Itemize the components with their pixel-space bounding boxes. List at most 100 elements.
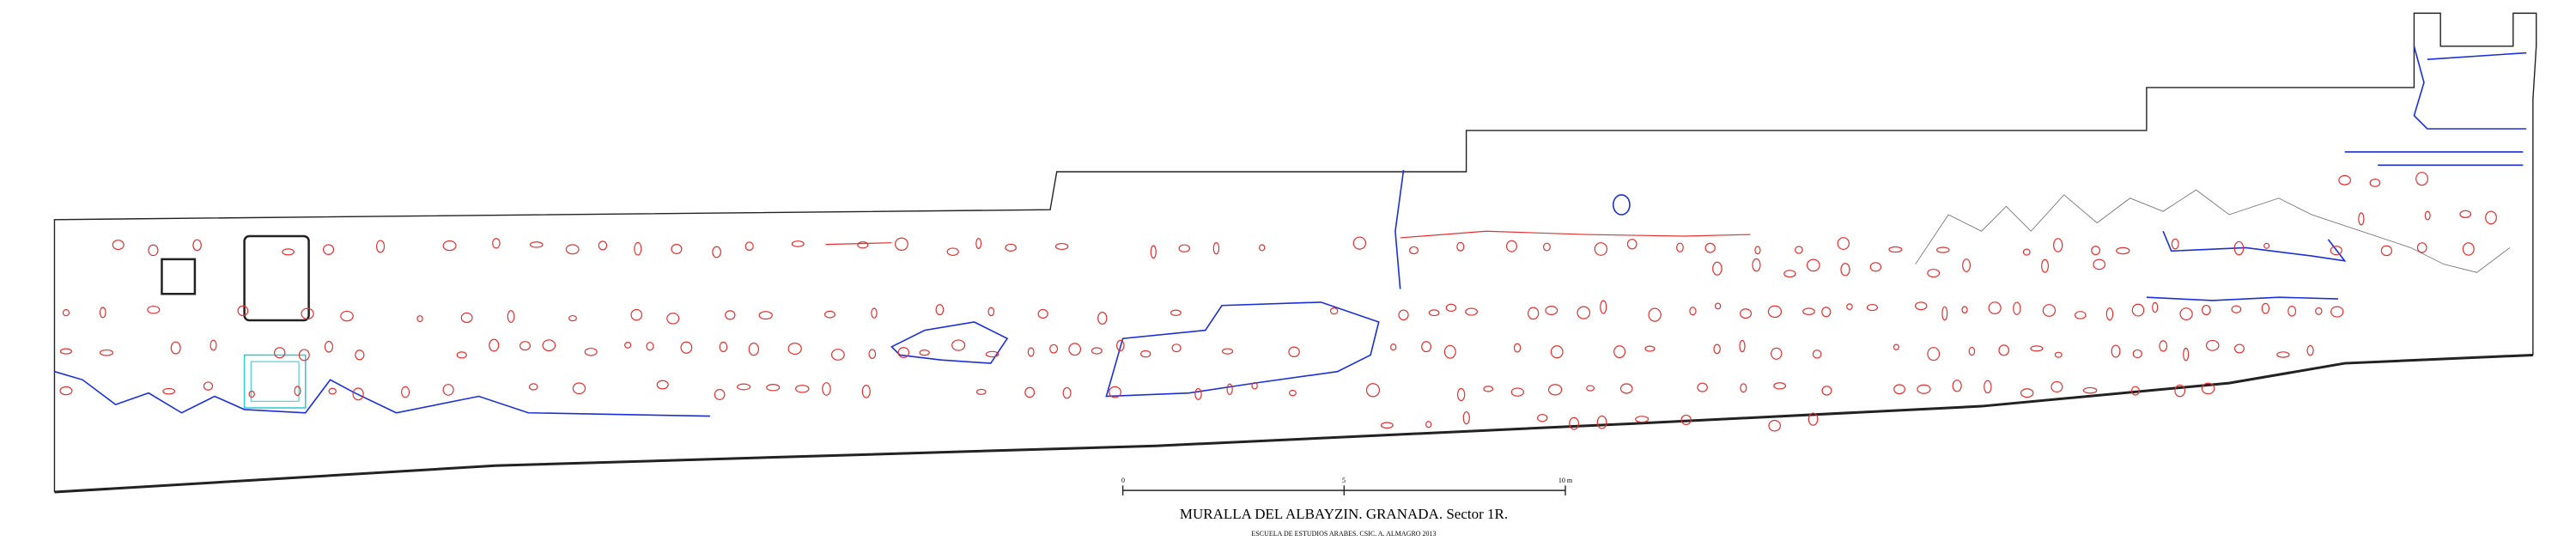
putlog-hole bbox=[1444, 345, 1455, 358]
putlog-hole bbox=[898, 348, 908, 358]
putlog-hole bbox=[681, 342, 692, 353]
putlog-hole bbox=[1577, 307, 1589, 319]
putlog-hole bbox=[2416, 173, 2428, 185]
putlog-hole bbox=[952, 340, 965, 350]
putlog-hole bbox=[2160, 341, 2167, 351]
putlog-hole bbox=[1028, 348, 1034, 356]
putlog-hole bbox=[1422, 342, 1431, 352]
putlog-hole bbox=[1098, 313, 1107, 325]
putlog-hole bbox=[1627, 240, 1637, 249]
putlog-hole bbox=[1928, 270, 1940, 277]
putlog-hole bbox=[60, 349, 71, 354]
putlog-hole bbox=[1227, 384, 1232, 394]
putlog-hole bbox=[1621, 384, 1632, 393]
putlog-hole bbox=[353, 388, 363, 400]
putlog-hole bbox=[1410, 246, 1419, 253]
putlog-hole bbox=[1870, 263, 1880, 271]
putlog-hole bbox=[1484, 386, 1493, 392]
putlog-hole bbox=[2359, 213, 2364, 225]
putlog-hole bbox=[1025, 387, 1035, 397]
putlog-hole bbox=[825, 311, 835, 318]
putlog-hole bbox=[355, 350, 364, 360]
putlog-hole bbox=[443, 385, 453, 396]
putlog-hole bbox=[1847, 304, 1852, 310]
putlog-hole bbox=[324, 245, 334, 254]
putlog-hole bbox=[1916, 302, 1927, 310]
putlog-hole bbox=[1151, 246, 1156, 258]
putlog-hole bbox=[283, 249, 295, 255]
putlog-hole bbox=[2043, 305, 2055, 317]
scale-ticks bbox=[1123, 485, 1565, 495]
putlog-hole bbox=[1507, 240, 1517, 252]
putlog-hole bbox=[1969, 347, 1974, 355]
putlog-hole bbox=[1117, 340, 1124, 350]
putlog-hole bbox=[1942, 307, 1947, 319]
joint-line bbox=[891, 322, 1007, 363]
putlog-hole bbox=[2277, 352, 2289, 357]
putlog-hole bbox=[325, 342, 332, 352]
putlog-hole bbox=[1803, 308, 1814, 314]
drawing-subtitle: ESCUELA DE ESTUDIOS ARABES. CSIC. A. ALM… bbox=[1251, 530, 1436, 538]
putlog-hole bbox=[1984, 380, 1991, 392]
putlog-hole bbox=[792, 241, 804, 247]
putlog-hole bbox=[1463, 412, 1469, 424]
putlog-hole bbox=[1289, 347, 1299, 356]
putlog-hole bbox=[1466, 308, 1478, 315]
putlog-hole bbox=[1171, 310, 1182, 315]
hole bbox=[1613, 195, 1630, 215]
putlog-hole bbox=[530, 384, 538, 390]
putlog-hole bbox=[1391, 344, 1396, 350]
putlog-hole bbox=[947, 248, 958, 255]
putlog-hole bbox=[204, 382, 212, 390]
putlog-hole bbox=[1771, 348, 1782, 359]
putlog-hole bbox=[489, 339, 499, 351]
putlog-hole bbox=[1549, 385, 1562, 395]
opening bbox=[245, 236, 309, 320]
putlog-hole bbox=[1528, 307, 1539, 319]
putlog-hole bbox=[100, 350, 113, 356]
putlog-hole bbox=[210, 340, 216, 350]
putlog-hole bbox=[1741, 309, 1752, 319]
putlog-hole bbox=[1446, 304, 1455, 311]
putlog-hole bbox=[543, 340, 556, 351]
putlog-hole bbox=[443, 241, 456, 251]
putlog-hole bbox=[2307, 345, 2313, 355]
putlog-hole bbox=[493, 239, 500, 248]
putlog-hole bbox=[461, 313, 472, 322]
joint-line bbox=[1395, 170, 1404, 289]
putlog-hole bbox=[920, 350, 929, 356]
putlog-hole bbox=[301, 308, 313, 319]
putlog-hole bbox=[988, 307, 993, 315]
putlog-hole bbox=[1546, 307, 1558, 315]
putlog-hole bbox=[457, 352, 466, 358]
window-frame bbox=[251, 362, 299, 401]
drawing-title: MURALLA DEL ALBAYZIN. GRANADA. Sector 1R… bbox=[1180, 506, 1508, 522]
putlog-hole bbox=[2054, 239, 2063, 252]
window-frame bbox=[245, 355, 306, 408]
putlog-hole bbox=[1889, 247, 1902, 252]
putlog-hole bbox=[2235, 344, 2245, 353]
putlog-hole bbox=[2172, 239, 2178, 249]
putlog-hole bbox=[1822, 307, 1831, 317]
wall-outline bbox=[54, 13, 2536, 492]
putlog-hole bbox=[2463, 243, 2474, 255]
drawing-layer bbox=[54, 13, 2536, 492]
putlog-hole bbox=[2262, 303, 2269, 313]
putlog-hole bbox=[1867, 305, 1877, 311]
putlog-hole bbox=[745, 242, 753, 251]
putlog-hole bbox=[1614, 346, 1625, 358]
putlog-hole bbox=[585, 349, 597, 356]
putlog-hole bbox=[788, 343, 801, 355]
putlog-hole bbox=[823, 383, 830, 395]
putlog-hole bbox=[63, 310, 69, 316]
putlog-hole bbox=[2042, 259, 2049, 272]
putlog-hole bbox=[1458, 388, 1465, 400]
putlog-hole bbox=[193, 240, 201, 251]
opening bbox=[161, 259, 194, 294]
putlog-hole bbox=[1595, 243, 1607, 256]
putlog-hole bbox=[1381, 422, 1393, 428]
putlog-hole bbox=[832, 349, 845, 361]
putlog-hole bbox=[936, 305, 944, 315]
putlog-hole bbox=[1714, 344, 1720, 354]
